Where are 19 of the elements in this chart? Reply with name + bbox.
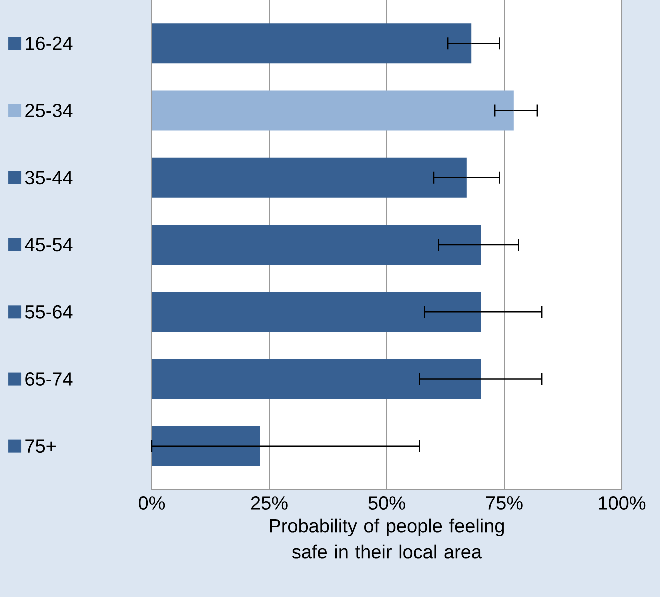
y-tick-label: 55-64 [25,305,73,319]
x-tick-label: 50% [368,496,406,510]
x-tick-label: 75% [486,496,523,510]
y-tick-label: 35-44 [25,171,73,185]
bar [152,359,482,400]
bar [152,225,482,266]
y-tick-label: 25-34 [26,104,73,118]
bar [152,292,482,332]
y-tick-label: 65-74 [26,372,73,386]
x-axis-title: Probability of people feeling safe in their local area [270,518,504,559]
x-tick-label: 0% [139,496,166,510]
bar [152,90,514,131]
y-tick-label: 45-54 [25,238,73,252]
x-tick-label: 100% [599,496,646,510]
y-tick-label: 16-24 [26,36,73,50]
y-tick-label: 75+ [26,440,56,454]
bar [152,158,467,198]
bar [152,24,472,64]
x-tick-label: 25% [251,496,288,510]
